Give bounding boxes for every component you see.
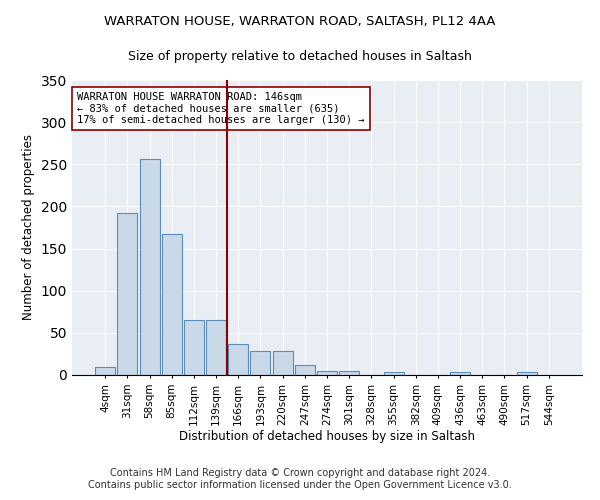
Text: WARRATON HOUSE, WARRATON ROAD, SALTASH, PL12 4AA: WARRATON HOUSE, WARRATON ROAD, SALTASH, … — [104, 15, 496, 28]
Bar — [95, 366, 115, 375]
Text: Size of property relative to detached houses in Saltash: Size of property relative to detached ho… — [128, 50, 472, 63]
Bar — [339, 371, 359, 375]
Y-axis label: Number of detached properties: Number of detached properties — [22, 134, 35, 320]
Bar — [272, 350, 293, 375]
Bar — [206, 320, 226, 375]
Bar — [140, 159, 160, 375]
Bar — [517, 372, 536, 375]
Bar — [118, 213, 137, 375]
Bar — [250, 350, 271, 375]
Bar — [228, 344, 248, 375]
Bar — [184, 320, 204, 375]
X-axis label: Distribution of detached houses by size in Saltash: Distribution of detached houses by size … — [179, 430, 475, 444]
Bar — [295, 365, 315, 375]
Text: Contains HM Land Registry data © Crown copyright and database right 2024.
Contai: Contains HM Land Registry data © Crown c… — [88, 468, 512, 490]
Bar — [450, 372, 470, 375]
Text: WARRATON HOUSE WARRATON ROAD: 146sqm
← 83% of detached houses are smaller (635)
: WARRATON HOUSE WARRATON ROAD: 146sqm ← 8… — [77, 92, 365, 125]
Bar — [317, 371, 337, 375]
Bar — [162, 234, 182, 375]
Bar — [383, 372, 404, 375]
